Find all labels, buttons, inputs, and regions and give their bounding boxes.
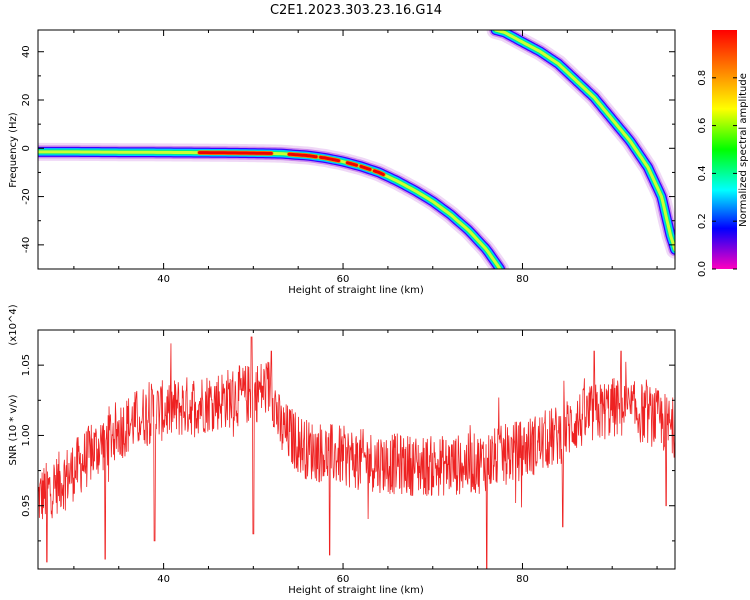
spectrogram-ylabel: Frequency (Hz) bbox=[8, 112, 19, 188]
trace-0-peak-2 bbox=[319, 155, 341, 163]
colorbar-label: Normalized spectral amplitude bbox=[738, 73, 749, 227]
y-tick-label: -20 bbox=[21, 188, 32, 204]
figure-title: C2E1.2023.303.23.16.G14 bbox=[270, 3, 442, 18]
trace-0-peak-0 bbox=[198, 151, 273, 155]
snr-ylabel: SNR (10 * v/v) bbox=[8, 394, 19, 465]
spectrogram-traces bbox=[38, 30, 675, 269]
x-tick-label: 60 bbox=[337, 574, 350, 585]
colorbar-gradient bbox=[712, 30, 737, 269]
snr-panel: 40 60 80 0.95 1.00 1.05 Height of straight li… bbox=[8, 304, 676, 596]
colorbar-tick-label: 0.0 bbox=[697, 261, 708, 277]
colorbar-tick-label: 0.6 bbox=[697, 118, 708, 134]
y-tick-label: 0.95 bbox=[21, 495, 32, 517]
spectrogram-panel: 40 60 80 -40 -20 0 20 40 Height of straight lin… bbox=[8, 29, 676, 296]
snr-frame bbox=[37, 329, 676, 570]
spectrogram-frame bbox=[37, 29, 676, 270]
spectrogram-ticks: 40 60 80 -40 -20 0 20 40 bbox=[21, 30, 675, 285]
colorbar-tick-label: 0.2 bbox=[697, 213, 708, 229]
colorbar: 0.0 0.2 0.4 0.6 0.8 Normalized spectral ampl… bbox=[697, 30, 749, 277]
spectrogram-xlabel: Height of straight line (km) bbox=[288, 285, 424, 296]
colorbar-tick-label: 0.4 bbox=[697, 165, 708, 181]
x-tick-label: 40 bbox=[157, 274, 170, 285]
x-tick-label: 80 bbox=[516, 274, 529, 285]
trace-0-peak-1 bbox=[287, 152, 318, 159]
colorbar-ticks: 0.0 0.2 0.4 0.6 0.8 bbox=[697, 70, 737, 277]
snr-series bbox=[38, 336, 675, 569]
snr-y-multiplier: (x10^4) bbox=[8, 304, 19, 345]
y-tick-label: -40 bbox=[21, 237, 32, 253]
y-tick-label: 0 bbox=[21, 145, 32, 151]
x-tick-label: 60 bbox=[337, 274, 350, 285]
snr-ticks: 40 60 80 0.95 1.00 1.05 bbox=[21, 329, 675, 585]
trace-0-peak-5 bbox=[372, 169, 385, 176]
y-tick-label: 20 bbox=[21, 94, 32, 107]
trace-1-band-5 bbox=[494, 30, 675, 252]
x-tick-label: 80 bbox=[516, 574, 529, 585]
colorbar-tick-label: 0.8 bbox=[697, 70, 708, 86]
snr-xlabel: Height of straight line (km) bbox=[288, 585, 424, 596]
trace-0-peak-4 bbox=[359, 164, 372, 171]
trace-0-peak-3 bbox=[346, 161, 358, 167]
y-tick-label: 1.00 bbox=[21, 424, 32, 446]
y-tick-label: 40 bbox=[21, 45, 32, 58]
snr-line bbox=[38, 336, 675, 569]
x-tick-label: 40 bbox=[157, 574, 170, 585]
y-tick-label: 1.05 bbox=[21, 354, 32, 376]
